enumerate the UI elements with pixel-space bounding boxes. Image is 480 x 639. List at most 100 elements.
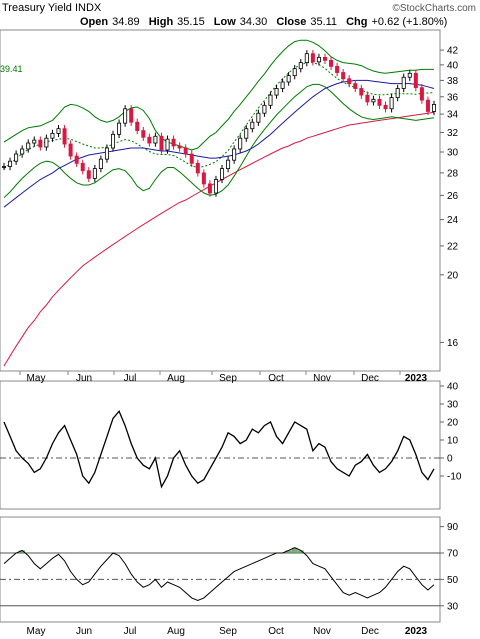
candle-body [353, 83, 358, 89]
month-label-bottom: Jul [124, 626, 137, 637]
candle-body [413, 72, 418, 89]
candle-body [238, 137, 243, 150]
rsi-overbought-fills [19, 547, 304, 553]
open-label: Open [80, 16, 108, 28]
price-tick-label: 34 [447, 110, 459, 121]
price-panel-frame [0, 29, 441, 372]
candle-body [232, 148, 237, 161]
candle-body [26, 142, 31, 150]
candle-body [220, 168, 225, 180]
candle-body [74, 155, 79, 164]
candle-body [38, 139, 43, 148]
rsi-overbought-fill [19, 550, 26, 553]
open-value: 34.89 [112, 16, 140, 28]
candle-body [304, 53, 309, 64]
candle-body [86, 170, 91, 179]
momentum-tick-label: 30 [447, 400, 459, 411]
month-axis-top: May Jun Jul Aug Sep Oct Nov Dec 2023 [19, 371, 428, 384]
candle-body [407, 72, 412, 78]
momentum-tick-label: 10 [447, 436, 459, 447]
bollinger-lower-line [3, 83, 435, 199]
low-value: 34.30 [240, 16, 268, 28]
candle-body [292, 68, 297, 77]
candle-body [298, 62, 303, 70]
rsi-tick-label: 30 [447, 601, 459, 612]
candle-body [316, 56, 321, 63]
price-tick-label: 32 [447, 128, 459, 139]
candle-body [286, 75, 291, 83]
price-tick-label: 42 [447, 46, 459, 57]
candle-body [419, 87, 424, 101]
candle-body [80, 162, 85, 172]
candle-body [177, 145, 182, 149]
candle-body [111, 133, 116, 149]
price-tick-label: 24 [447, 215, 459, 226]
rsi-path [3, 547, 435, 602]
candle-body [389, 97, 394, 110]
candlesticks [2, 50, 436, 197]
rsi-tick-label: 90 [447, 522, 459, 533]
momentum-panel-frame [0, 380, 441, 510]
high-label: High [149, 16, 174, 28]
rsi-reference-lines [0, 552, 440, 607]
candle-body [20, 148, 25, 155]
candle-body [104, 147, 109, 160]
momentum-tick-label: -10 [447, 472, 462, 483]
month-label-top: Dec [361, 373, 379, 384]
month-label-top: Jun [76, 373, 92, 384]
candle-body [341, 72, 346, 80]
price-axis: 16 20 22 24 26 28 30 32 34 36 38 40 42 [440, 46, 459, 349]
rsi-overbought-fill [291, 547, 298, 553]
momentum-path [3, 409, 435, 489]
candle-body [365, 94, 370, 103]
candle-body [189, 153, 194, 164]
month-label-bottom: May [27, 626, 46, 637]
candle-body [401, 76, 406, 89]
sma50-line [3, 79, 435, 208]
candle-body [159, 135, 164, 151]
candle-body [135, 121, 140, 131]
month-label-bottom: Nov [313, 626, 331, 637]
sma20-line [3, 62, 435, 169]
candle-body [68, 143, 73, 157]
chart-title: Treasury Yield INDX [2, 2, 102, 14]
candle-body [123, 108, 128, 124]
rsi-line [3, 547, 435, 602]
candle-body [371, 98, 376, 103]
candle-body [335, 65, 340, 73]
candle-body [195, 162, 200, 174]
price-tick-label: 36 [447, 92, 459, 103]
month-label-top: Sep [219, 373, 237, 384]
momentum-tick-label: 20 [447, 418, 459, 429]
bollinger-upper-line [3, 39, 434, 151]
candle-body [129, 108, 134, 123]
brand-label: ©StockCharts.com [392, 3, 476, 14]
candle-body [117, 122, 122, 135]
rsi-axis: 90 70 50 30 [440, 522, 459, 612]
rsi-overbought-fill [297, 550, 304, 553]
price-overlays [3, 39, 435, 367]
price-tick-label: 22 [447, 241, 459, 252]
rsi-panel-frame [0, 516, 441, 623]
price-tick-label: 26 [447, 191, 459, 202]
rsi-tick-label: 70 [447, 549, 459, 560]
candle-body [244, 128, 249, 139]
candle-body [92, 168, 97, 179]
candle-body [262, 104, 267, 114]
candle-body [310, 53, 315, 63]
rsi-tick-label: 50 [447, 575, 459, 586]
momentum-line [3, 409, 435, 489]
month-label-top: Nov [313, 373, 331, 384]
candle-body [268, 94, 273, 106]
bollinger-value-label: 39.41 [0, 64, 23, 74]
candle-body [347, 78, 352, 85]
month-label-top: Jul [124, 373, 137, 384]
candle-body [383, 104, 388, 110]
candle-body [431, 104, 436, 112]
candle-body [165, 138, 170, 151]
candle-body [141, 130, 146, 138]
candle-body [201, 172, 206, 185]
close-value: 35.11 [310, 16, 337, 28]
candle-body [62, 128, 67, 145]
